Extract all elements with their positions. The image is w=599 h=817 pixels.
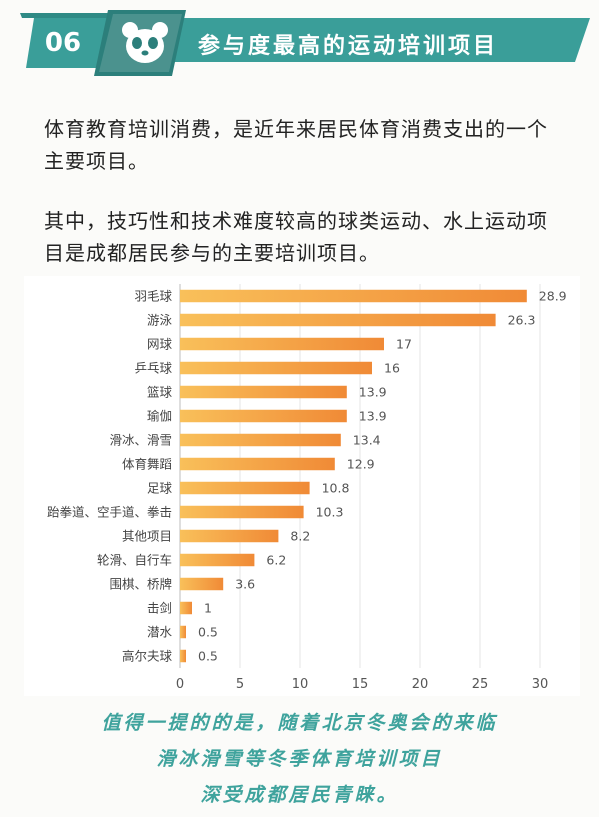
section-number-badge: 06 bbox=[44, 28, 82, 58]
category-label: 羽毛球 bbox=[134, 289, 172, 304]
category-label: 轮滑、自行车 bbox=[97, 553, 172, 568]
data-label: 28.9 bbox=[539, 289, 567, 304]
category-label: 体育舞蹈 bbox=[122, 457, 172, 472]
bar bbox=[180, 337, 384, 351]
footer-line-1: 值得一提的的是，随着北京冬奥会的来临 bbox=[101, 712, 498, 734]
data-label: 1 bbox=[204, 601, 212, 616]
intro-paragraph-1: 体育教育培训消费，是近年来居民体育消费支出的一个主要项目。 bbox=[44, 117, 548, 173]
data-label: 10.3 bbox=[316, 505, 344, 520]
category-label: 瑜伽 bbox=[147, 409, 172, 424]
bar bbox=[180, 385, 347, 399]
category-label: 篮球 bbox=[147, 385, 173, 400]
x-tick-label: 25 bbox=[472, 677, 489, 692]
data-label: 13.9 bbox=[359, 409, 387, 424]
bar bbox=[180, 505, 304, 519]
category-label: 网球 bbox=[147, 337, 173, 352]
panda-icon bbox=[122, 22, 168, 63]
data-label: 13.4 bbox=[353, 433, 381, 448]
category-label: 其他项目 bbox=[122, 529, 172, 544]
bar bbox=[180, 649, 186, 663]
chart-panel: 0 5 10 15 20 25 30 羽毛球 28.9 游泳 26.3 网球 17 乒乓球 16 篮球 13.9… bbox=[24, 276, 580, 696]
data-label: 3.6 bbox=[235, 577, 255, 592]
category-label: 足球 bbox=[147, 481, 173, 496]
data-label: 10.8 bbox=[322, 481, 350, 496]
category-label: 击剑 bbox=[147, 601, 172, 616]
bar bbox=[180, 601, 192, 615]
data-label: 12.9 bbox=[347, 457, 375, 472]
bar bbox=[180, 313, 496, 327]
category-label: 游泳 bbox=[147, 313, 173, 328]
bar bbox=[180, 433, 341, 447]
footer-line-2: 滑冰滑雪等冬季体育培训项目 bbox=[156, 748, 443, 770]
data-label: 6.2 bbox=[266, 553, 286, 568]
category-label: 跆拳道、空手道、拳击 bbox=[47, 505, 172, 520]
bar bbox=[180, 481, 310, 495]
bar bbox=[180, 625, 186, 639]
bar-chart: 0 5 10 15 20 25 30 羽毛球 28.9 游泳 26.3 网球 17 乒乓球 16 篮球 13.9… bbox=[47, 284, 567, 692]
category-label: 围棋、桥牌 bbox=[109, 577, 172, 592]
category-label: 高尔夫球 bbox=[122, 649, 173, 664]
category-label: 潜水 bbox=[147, 625, 173, 640]
x-tick-label: 30 bbox=[532, 677, 549, 692]
x-tick-label: 20 bbox=[412, 677, 429, 692]
x-tick-label: 5 bbox=[236, 677, 244, 692]
bar bbox=[180, 529, 279, 543]
data-label: 0.5 bbox=[198, 625, 218, 640]
x-tick-label: 0 bbox=[176, 677, 184, 692]
bar bbox=[180, 457, 335, 471]
data-label: 26.3 bbox=[508, 313, 536, 328]
data-label: 0.5 bbox=[198, 649, 218, 664]
data-label: 13.9 bbox=[359, 385, 387, 400]
bar bbox=[180, 409, 347, 423]
category-label: 滑冰、滑雪 bbox=[109, 433, 172, 448]
data-label: 8.2 bbox=[290, 529, 310, 544]
bar bbox=[180, 289, 527, 303]
data-label: 16 bbox=[384, 361, 400, 376]
x-tick-label: 10 bbox=[292, 677, 309, 692]
footer-line-3: 深受成都居民青睐。 bbox=[200, 784, 399, 806]
intro-paragraph-2: 其中，技巧性和技术难度较高的球类运动、水上运动项目是成都居民参与的主要培训项目。 bbox=[44, 209, 548, 265]
page-title: 参与度最高的运动培训项目 bbox=[198, 34, 499, 59]
data-label: 17 bbox=[396, 337, 412, 352]
bar bbox=[180, 577, 224, 591]
bar bbox=[180, 361, 372, 375]
bar bbox=[180, 553, 255, 567]
category-label: 乒乓球 bbox=[134, 361, 172, 376]
x-tick-label: 15 bbox=[352, 677, 369, 692]
